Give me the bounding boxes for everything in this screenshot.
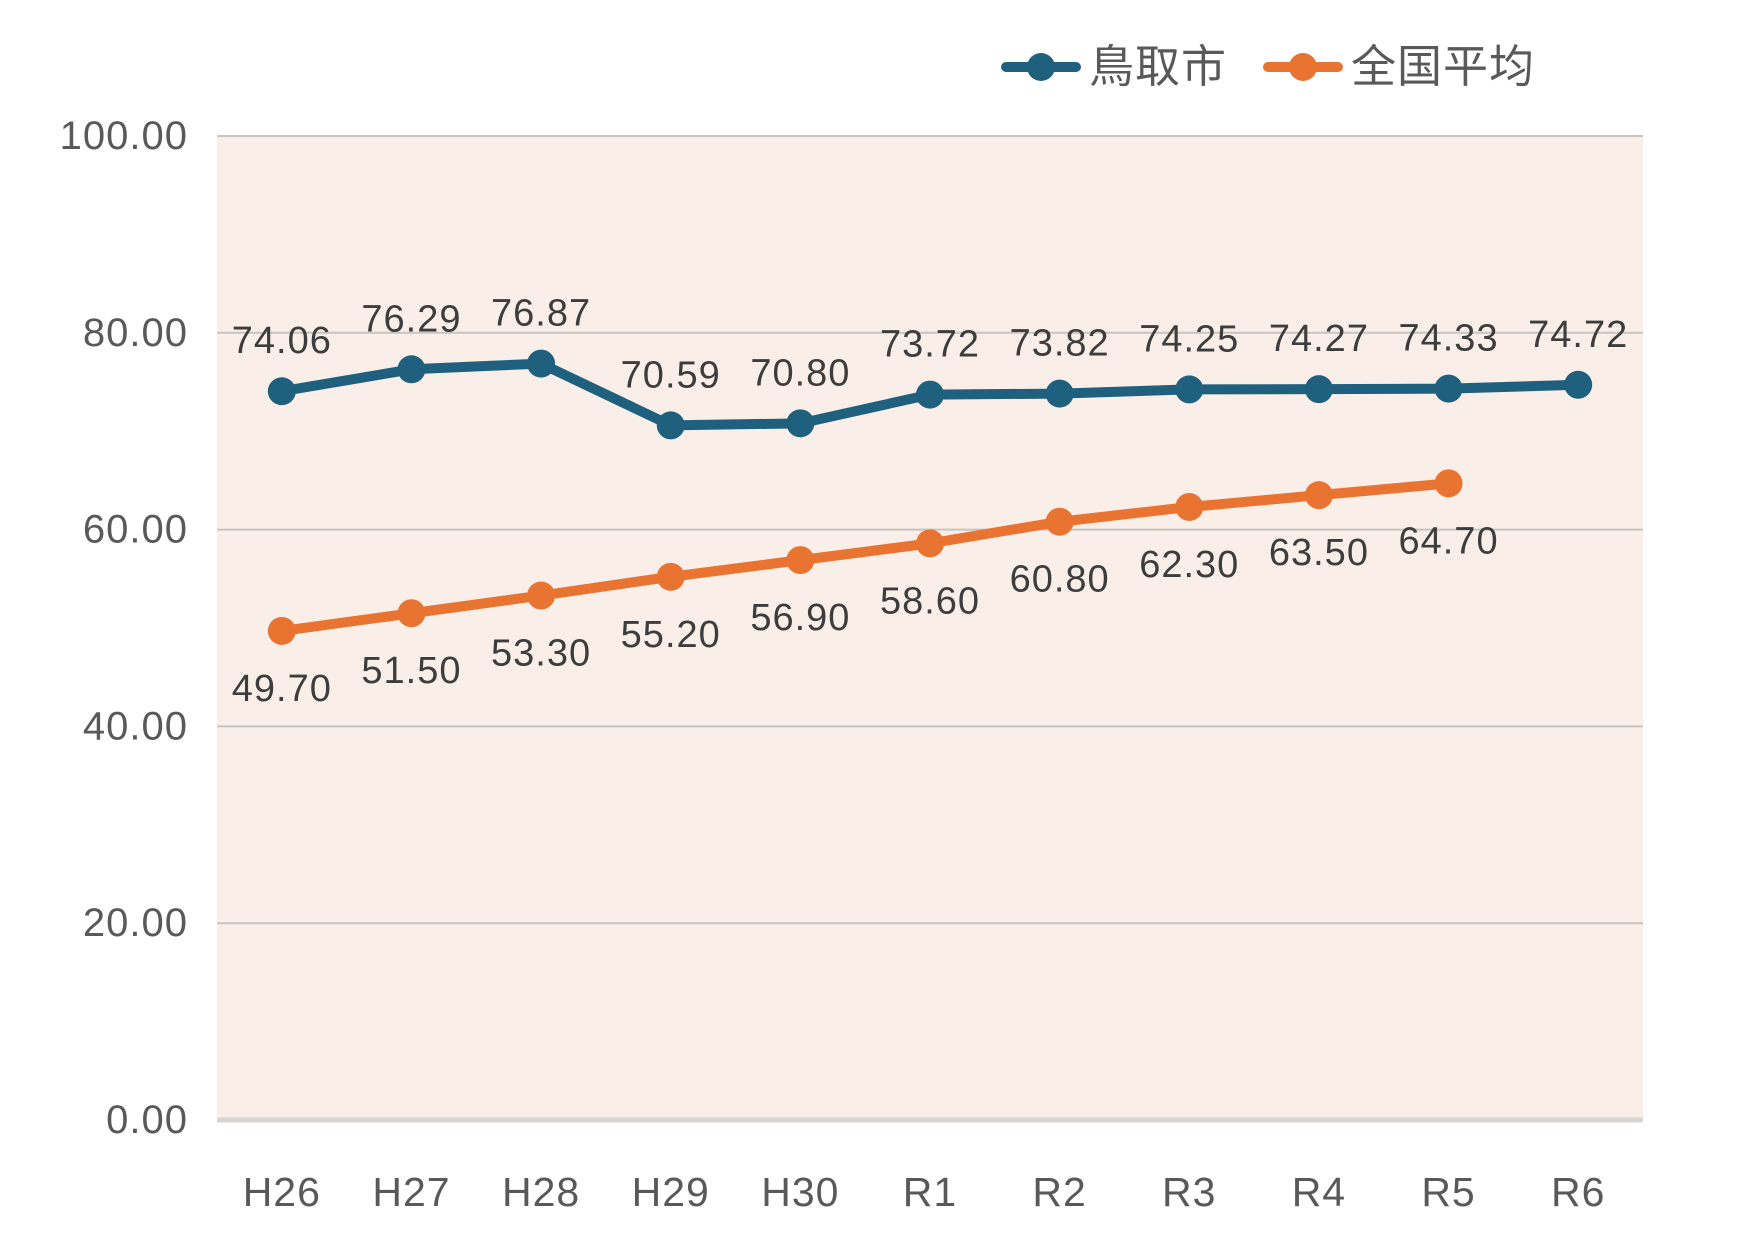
- series-line-national-average[interactable]: [276, 478, 1454, 636]
- y-tick-label-0: 0.00: [106, 1098, 188, 1142]
- data-point-tottori-city-H26[interactable]: [267, 377, 296, 406]
- data-point-national-average-H29[interactable]: [656, 562, 685, 591]
- data-point-national-average-R1[interactable]: [916, 529, 944, 558]
- data-label-national-average-R1: 58.60: [880, 580, 980, 622]
- x-tick-label-R3: R3: [1162, 1169, 1216, 1215]
- data-point-national-average-H28[interactable]: [527, 581, 556, 610]
- data-point-national-average-R4[interactable]: [1304, 481, 1333, 510]
- plot-area-background: [217, 136, 1643, 1120]
- data-label-tottori-city-H30: 70.80: [750, 352, 850, 394]
- data-point-tottori-city-H27[interactable]: [397, 355, 426, 384]
- x-tick-label-R1: R1: [903, 1169, 957, 1215]
- x-tick-label-R6: R6: [1551, 1169, 1605, 1215]
- data-point-tottori-city-H29[interactable]: [656, 411, 685, 440]
- chart-legend: 鳥取市 全国平均: [1000, 41, 1535, 92]
- legend-line-dot-marker-tottori-city: [1000, 52, 1081, 82]
- data-label-tottori-city-H27: 76.29: [361, 298, 461, 340]
- x-tick-label-H29: H29: [632, 1169, 710, 1215]
- x-tick-label-R5: R5: [1421, 1169, 1475, 1215]
- x-tick-label-H26: H26: [243, 1169, 321, 1215]
- legend-item-national-average[interactable]: 全国平均: [1262, 41, 1535, 92]
- x-tick-label-R2: R2: [1032, 1169, 1086, 1215]
- y-tick-label-80: 80.00: [83, 311, 188, 355]
- data-label-tottori-city-H28: 76.87: [491, 293, 591, 335]
- legend-label-tottori-city: 鳥取市: [1088, 41, 1227, 92]
- data-point-national-average-H30[interactable]: [786, 546, 815, 575]
- data-point-tottori-city-R4[interactable]: [1304, 375, 1333, 404]
- data-point-national-average-R2[interactable]: [1045, 507, 1074, 536]
- data-point-national-average-R5[interactable]: [1434, 469, 1463, 498]
- data-label-national-average-R3: 62.30: [1139, 544, 1239, 586]
- data-label-tottori-city-R2: 73.82: [1010, 323, 1110, 365]
- legend-label-national-average: 全国平均: [1350, 41, 1535, 92]
- data-point-national-average-R3[interactable]: [1175, 492, 1204, 521]
- data-label-tottori-city-H29: 70.59: [621, 354, 721, 396]
- x-tick-label-H28: H28: [502, 1169, 580, 1215]
- y-tick-label-60: 60.00: [83, 508, 188, 552]
- data-point-national-average-H26[interactable]: [267, 616, 296, 645]
- data-point-tottori-city-H28[interactable]: [527, 349, 556, 378]
- legend-item-tottori-city[interactable]: 鳥取市: [1000, 41, 1227, 92]
- data-label-tottori-city-R1: 73.72: [880, 324, 980, 366]
- data-label-national-average-R4: 63.50: [1269, 532, 1369, 574]
- data-label-national-average-H29: 55.20: [621, 614, 721, 656]
- data-label-national-average-H30: 56.90: [750, 597, 850, 639]
- x-tick-label-H30: H30: [761, 1169, 839, 1215]
- data-label-tottori-city-R6: 74.72: [1528, 314, 1628, 356]
- data-point-tottori-city-H30[interactable]: [786, 409, 815, 438]
- y-tick-label-100: 100.00: [60, 114, 188, 158]
- data-point-tottori-city-R6[interactable]: [1564, 370, 1593, 399]
- data-point-national-average-H27[interactable]: [397, 599, 426, 628]
- data-label-tottori-city-R5: 74.33: [1398, 318, 1498, 360]
- x-tick-label-H27: H27: [372, 1169, 450, 1215]
- data-label-national-average-H27: 51.50: [361, 650, 461, 692]
- data-label-national-average-R5: 64.70: [1398, 520, 1498, 562]
- data-label-national-average-H26: 49.70: [232, 668, 332, 710]
- data-label-tottori-city-R3: 74.25: [1139, 318, 1239, 360]
- x-tick-label-R4: R4: [1292, 1169, 1346, 1215]
- data-point-tottori-city-R5[interactable]: [1434, 374, 1463, 403]
- y-tick-label-40: 40.00: [83, 704, 188, 748]
- y-tick-label-20: 20.00: [83, 901, 188, 945]
- data-point-tottori-city-R2[interactable]: [1045, 379, 1074, 408]
- legend-line-dot-marker-national-average: [1262, 52, 1343, 82]
- data-label-tottori-city-H26: 74.06: [232, 320, 332, 362]
- data-label-national-average-R2: 60.80: [1010, 559, 1110, 601]
- data-label-national-average-H28: 53.30: [491, 633, 591, 675]
- data-point-tottori-city-R3[interactable]: [1175, 375, 1204, 404]
- data-point-tottori-city-R1[interactable]: [916, 380, 944, 409]
- data-label-tottori-city-R4: 74.27: [1269, 318, 1369, 360]
